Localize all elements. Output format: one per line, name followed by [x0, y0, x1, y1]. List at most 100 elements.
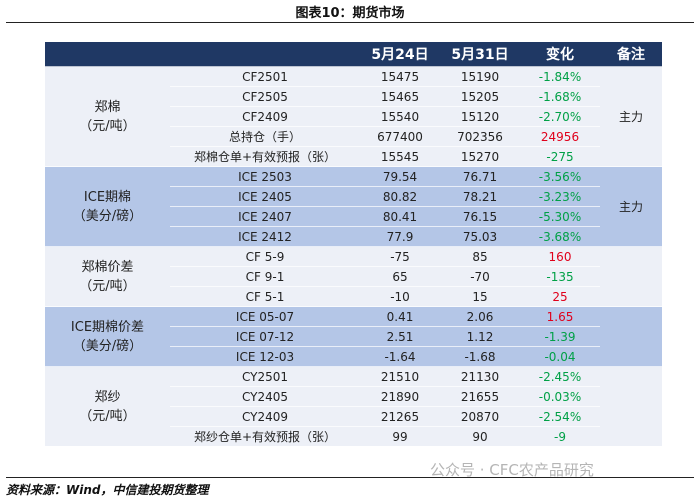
- group-label-line: ICE期棉价差: [70, 319, 145, 335]
- price: 76.71: [440, 166, 520, 187]
- group-label-line: （元/吨）: [79, 118, 136, 134]
- contract: CF2501: [170, 66, 360, 87]
- contract: CF 5-1: [170, 286, 360, 307]
- contract: 郑纱仓单+有效预报（张）: [170, 426, 360, 446]
- contract: ICE 07-12: [170, 326, 360, 347]
- contract: CY2409: [170, 406, 360, 427]
- price: 99: [360, 426, 440, 446]
- row: CY2409 21265 20870 -2.54%: [45, 406, 662, 427]
- group-label-line: （美分/磅）: [72, 208, 143, 224]
- row: CF2409 15540 15120 -2.70%: [45, 106, 662, 127]
- change: -2.45%: [520, 366, 600, 387]
- contract: 郑棉仓单+有效预报（张）: [170, 146, 360, 167]
- change: -0.03%: [520, 386, 600, 407]
- price: 15475: [360, 66, 440, 87]
- note: 主力: [600, 166, 662, 247]
- price: 2.51: [360, 326, 440, 347]
- price: 85: [440, 246, 520, 267]
- price: 20870: [440, 406, 520, 427]
- change: -2.70%: [520, 106, 600, 127]
- price: 65: [360, 266, 440, 287]
- row: CF 9-1 65 -70 -135: [45, 266, 662, 287]
- price: 15540: [360, 106, 440, 127]
- contract: CF 9-1: [170, 266, 360, 287]
- group-label-line: （元/吨）: [79, 408, 136, 424]
- price: 2.06: [440, 306, 520, 327]
- group-label: ICE期棉 （美分/磅）: [45, 166, 170, 247]
- group-label-line: （元/吨）: [79, 278, 136, 294]
- change: 1.65: [520, 306, 600, 327]
- row: CY2405 21890 21655 -0.03%: [45, 386, 662, 407]
- price: 21510: [360, 366, 440, 387]
- group-label: 郑棉价差 （元/吨）: [45, 246, 170, 307]
- source: 资料来源：Wind，中信建投期货整理: [6, 483, 209, 497]
- price: 15205: [440, 86, 520, 107]
- row: 郑棉 （元/吨） CF2501 15475 15190 -1.84% 主力: [45, 66, 662, 167]
- price: 79.54: [360, 166, 440, 187]
- contract: ICE 12-03: [170, 346, 360, 367]
- change: -3.56%: [520, 166, 600, 187]
- change: -0.04: [520, 346, 600, 367]
- change: -3.68%: [520, 226, 600, 247]
- note: 主力: [600, 66, 662, 167]
- change: -9: [520, 426, 600, 446]
- price: -70: [440, 266, 520, 287]
- price: 677400: [360, 126, 440, 147]
- row: 郑纱 （元/吨） CY2501 21510 21130 -2.45%: [45, 366, 662, 446]
- price: 15270: [440, 146, 520, 167]
- price: 21890: [360, 386, 440, 407]
- column-header: 变化: [520, 42, 600, 67]
- title-rule: [6, 22, 694, 23]
- price: 15545: [360, 146, 440, 167]
- contract: CY2405: [170, 386, 360, 407]
- row: ICE 2407 80.41 76.15 -5.30%: [45, 206, 662, 227]
- column-header: 5月24日: [360, 42, 440, 67]
- column-header: [45, 42, 360, 67]
- change: 25: [520, 286, 600, 307]
- group-label-line: 郑纱: [94, 389, 121, 405]
- price: 1.12: [440, 326, 520, 347]
- group: 郑纱 （元/吨） CY2501 21510 21130 -2.45% CY2405 21890…: [45, 366, 662, 446]
- change: -1.68%: [520, 86, 600, 107]
- row: ICE 2405 80.82 78.21 -3.23%: [45, 186, 662, 207]
- contract: ICE 2412: [170, 226, 360, 247]
- price: -75: [360, 246, 440, 267]
- price: -1.64: [360, 346, 440, 367]
- price: 75.03: [440, 226, 520, 247]
- group: 郑棉价差 （元/吨） CF 5-9 -75 85 160 CF 9-1 65 -70 -135 CF…: [45, 246, 662, 307]
- row: 郑棉价差 （元/吨） CF 5-9 -75 85 160: [45, 246, 662, 307]
- contract: ICE 2503: [170, 166, 360, 187]
- row: ICE期棉价差 （美分/磅） ICE 05-07 0.41 2.06 1.65: [45, 306, 662, 367]
- group: ICE期棉 （美分/磅） ICE 2503 79.54 76.71 -3.56% 主力 ICE…: [45, 166, 662, 247]
- note: [600, 306, 662, 367]
- watermark: 公众号 · CFC农产品研究: [430, 461, 594, 479]
- price: 80.82: [360, 186, 440, 207]
- change: -5.30%: [520, 206, 600, 227]
- row: 郑纱仓单+有效预报（张） 99 90 -9: [45, 426, 662, 446]
- group-label: ICE期棉价差 （美分/磅）: [45, 306, 170, 367]
- note: [600, 366, 662, 446]
- row: CF2505 15465 15205 -1.68%: [45, 86, 662, 107]
- row: CF 5-1 -10 15 25: [45, 286, 662, 307]
- price: -1.68: [440, 346, 520, 367]
- contract: ICE 2407: [170, 206, 360, 227]
- price: 76.15: [440, 206, 520, 227]
- change: -2.54%: [520, 406, 600, 427]
- contract: CF2409: [170, 106, 360, 127]
- change: 24956: [520, 126, 600, 147]
- header-row: 5月24日 5月31日 变化 备注: [45, 42, 662, 67]
- change: -1.84%: [520, 66, 600, 87]
- change: -3.23%: [520, 186, 600, 207]
- price: 15: [440, 286, 520, 307]
- group-label-line: ICE期棉: [83, 189, 132, 205]
- title: 图表10：期货市场: [295, 6, 405, 21]
- price: 80.41: [360, 206, 440, 227]
- price: 77.9: [360, 226, 440, 247]
- contract: 总持仓（手）: [170, 126, 360, 147]
- row: ICE期棉 （美分/磅） ICE 2503 79.54 76.71 -3.56% 主力: [45, 166, 662, 247]
- price: -10: [360, 286, 440, 307]
- column-header: 5月31日: [440, 42, 520, 67]
- contract: ICE 2405: [170, 186, 360, 207]
- contract: CY2501: [170, 366, 360, 387]
